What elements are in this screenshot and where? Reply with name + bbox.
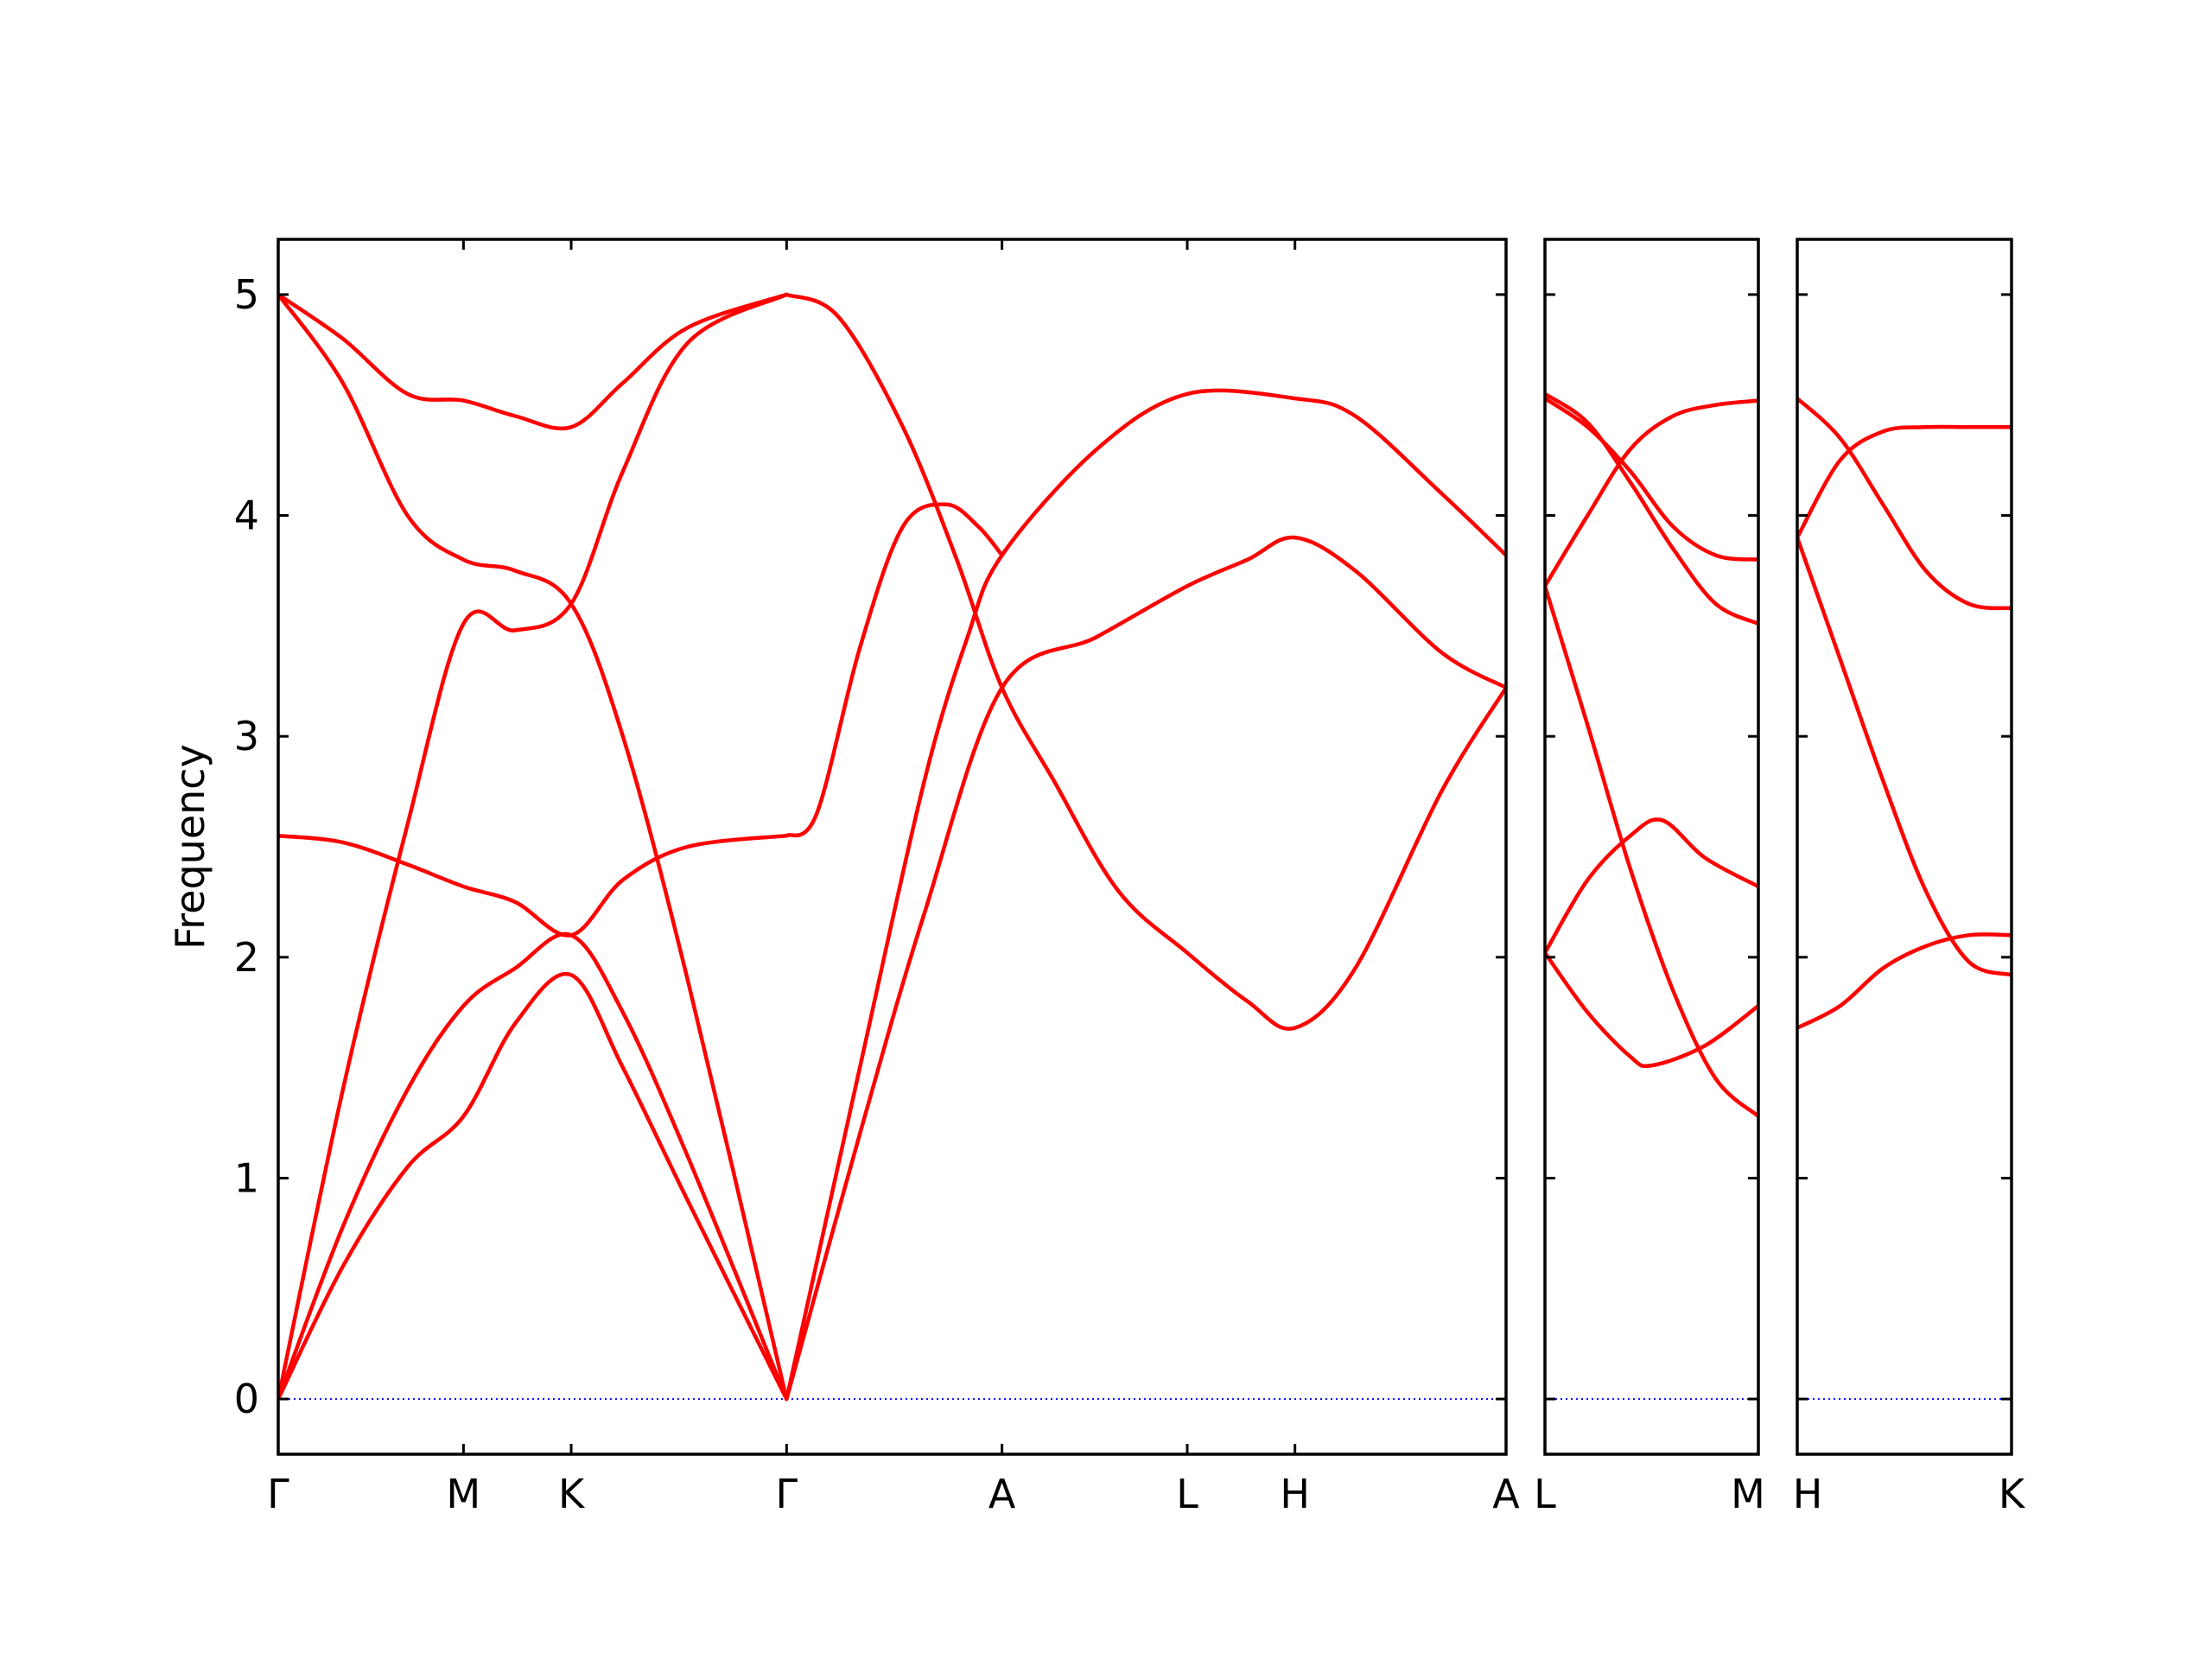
band-line-2 bbox=[1797, 424, 2012, 540]
x-tick-label: K bbox=[1999, 1471, 2026, 1517]
x-tick-label: L bbox=[1176, 1471, 1198, 1517]
x-tick-label: M bbox=[1731, 1471, 1765, 1517]
y-tick-label: 5 bbox=[234, 271, 259, 318]
band-line-7 bbox=[785, 535, 1506, 1402]
y-tick-label: 2 bbox=[234, 934, 259, 981]
band-line-9 bbox=[785, 502, 1004, 838]
x-tick-label: A bbox=[1492, 1471, 1520, 1517]
band-line-2 bbox=[278, 931, 789, 1402]
x-tick-label: A bbox=[988, 1471, 1016, 1517]
x-tick-label: K bbox=[558, 1471, 586, 1517]
band-line-4 bbox=[1797, 932, 2012, 1030]
band-line-1 bbox=[278, 971, 789, 1402]
x-tick-label: L bbox=[1534, 1471, 1556, 1517]
band-line-8 bbox=[785, 388, 1506, 1402]
x-tick-label: Γ bbox=[267, 1471, 289, 1517]
band-line-10 bbox=[785, 292, 1506, 1031]
band-line-2 bbox=[1545, 396, 1758, 562]
band-line-3 bbox=[1797, 535, 2012, 977]
axes-frame bbox=[276, 238, 1508, 1456]
y-tick-label: 4 bbox=[234, 493, 259, 539]
band-line-5 bbox=[1545, 817, 1758, 955]
band-line-1 bbox=[1797, 396, 2012, 611]
band-line-3 bbox=[1545, 398, 1758, 588]
axes-frame bbox=[1543, 238, 1760, 1456]
band-line-4 bbox=[1545, 584, 1758, 1119]
band-line-3 bbox=[278, 292, 789, 1402]
band-line-5 bbox=[278, 292, 789, 431]
y-tick-label: 3 bbox=[234, 713, 259, 760]
x-tick-label: Γ bbox=[776, 1471, 798, 1517]
y-tick-label: 1 bbox=[234, 1154, 259, 1201]
band-series-group bbox=[1797, 396, 2012, 1030]
band-line-1 bbox=[1545, 391, 1758, 626]
x-tick-label: M bbox=[447, 1471, 481, 1517]
x-tick-label: H bbox=[1793, 1471, 1823, 1517]
band-line-6 bbox=[278, 833, 789, 938]
y-axis-label: Frequency bbox=[167, 744, 213, 950]
band-series-group bbox=[278, 292, 1506, 1402]
x-tick-label: H bbox=[1280, 1471, 1310, 1517]
band-line-4 bbox=[278, 292, 789, 1402]
band-series-group bbox=[1545, 391, 1758, 1119]
axes-frame bbox=[1796, 238, 2013, 1456]
band-line-6 bbox=[1545, 950, 1758, 1069]
y-tick-label: 0 bbox=[234, 1376, 259, 1422]
